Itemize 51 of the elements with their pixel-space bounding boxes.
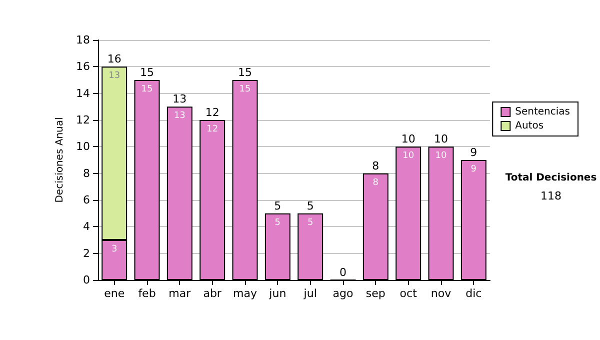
data-label: 5 xyxy=(274,218,281,228)
data-label: 15 xyxy=(141,84,153,94)
total-label: 15 xyxy=(140,66,154,79)
y-tick-label: 12 xyxy=(76,114,90,126)
x-tick-label: mar xyxy=(168,287,192,300)
y-tick-label: 2 xyxy=(83,246,90,260)
x-tick-label: ene xyxy=(104,287,125,300)
total-label: 0 xyxy=(340,266,346,279)
data-label: 13 xyxy=(108,71,120,82)
y-tick-label: 0 xyxy=(83,274,90,286)
total-label: 10 xyxy=(434,132,448,146)
total-label: 10 xyxy=(401,132,416,146)
total-label: 9 xyxy=(470,146,478,159)
data-label: 8 xyxy=(372,178,379,188)
y-tick-label: 10 xyxy=(76,140,90,154)
total-label: 5 xyxy=(306,199,314,212)
data-label: 15 xyxy=(239,84,251,94)
data-label: 5 xyxy=(307,218,314,228)
legend-label: Autos xyxy=(515,120,544,132)
data-label: 10 xyxy=(402,151,414,162)
total-label: 15 xyxy=(238,66,252,79)
y-tick-label: 14 xyxy=(76,86,90,100)
text: 118 xyxy=(540,190,562,202)
x-tick-label: feb xyxy=(138,287,156,300)
y-tick-label: 18 xyxy=(76,34,90,46)
data-label: 3 xyxy=(111,244,118,254)
y-tick-label: 6 xyxy=(83,194,90,206)
total-label: 8 xyxy=(372,159,380,172)
x-tick-label: sep xyxy=(366,287,386,300)
x-tick-label: oct xyxy=(400,287,418,300)
x-tick-label: jun xyxy=(268,287,286,300)
total-label: 5 xyxy=(274,199,282,212)
x-tick-label: jul xyxy=(302,287,317,300)
total-label: 13 xyxy=(172,92,187,106)
y-tick-label: 8 xyxy=(83,166,90,180)
data-label: 9 xyxy=(470,164,477,174)
x-tick-label: ago xyxy=(332,287,354,300)
data-label: 13 xyxy=(174,111,186,122)
x-tick-label: dic xyxy=(466,287,482,300)
y-tick-label: 4 xyxy=(83,220,90,234)
x-tick-label: nov xyxy=(430,287,452,300)
data-label: 10 xyxy=(435,151,447,162)
text: Total Decisiones xyxy=(505,172,597,184)
y-tick-label: 16 xyxy=(76,60,90,74)
total-label: 16 xyxy=(107,52,122,66)
x-tick-label: abr xyxy=(203,287,222,300)
total-label: 12 xyxy=(205,106,220,119)
y-axis-title: Decisiones Anual xyxy=(54,117,66,203)
legend-label: Sentencias xyxy=(515,106,570,118)
x-tick-label: may xyxy=(233,287,258,300)
data-label: 12 xyxy=(206,124,218,134)
